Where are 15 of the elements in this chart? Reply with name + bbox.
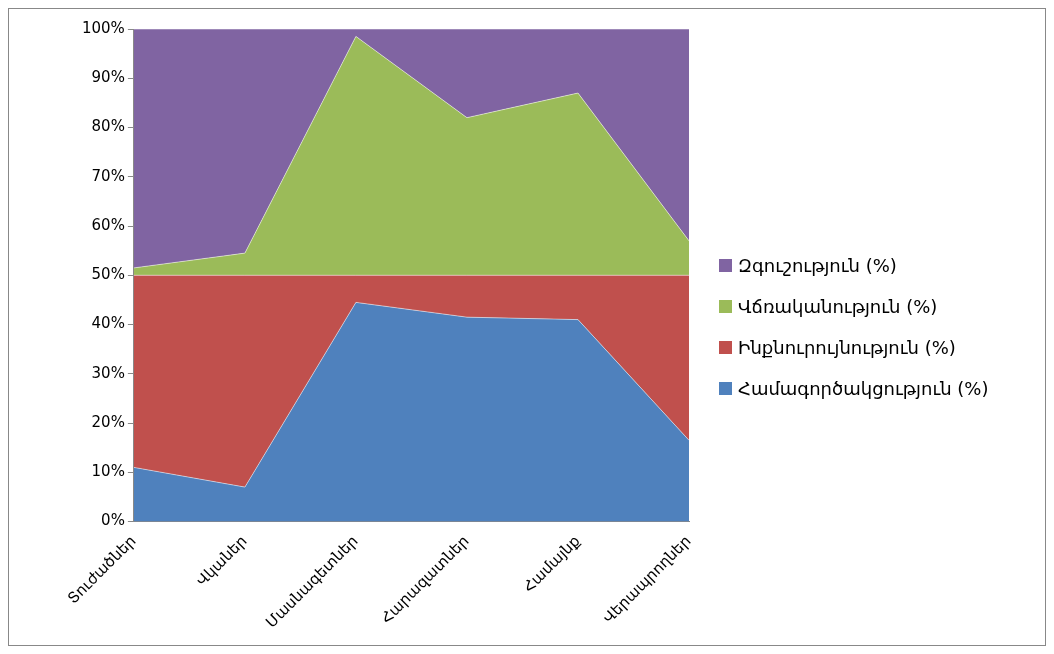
legend-label: Զգուշություն (%) [738, 255, 897, 276]
y-tick-label: 40% [91, 314, 125, 333]
legend-label: Համագործակցություն (%) [738, 378, 989, 399]
y-tick-label: 20% [91, 412, 125, 431]
legend-label: Ինքնուրույնություն (%) [738, 337, 956, 358]
y-tick-label: 10% [91, 462, 125, 481]
y-tick-label: 50% [91, 265, 125, 284]
y-tick-label: 0% [101, 511, 125, 530]
y-tick-label: 100% [81, 18, 125, 37]
y-tick-label: 80% [91, 117, 125, 136]
y-tick-label: 60% [91, 215, 125, 234]
legend-label: Վճռականություն (%) [738, 296, 938, 317]
y-tick-label: 70% [91, 166, 125, 185]
y-tick-label: 30% [91, 363, 125, 382]
y-tick-label: 90% [91, 68, 125, 87]
